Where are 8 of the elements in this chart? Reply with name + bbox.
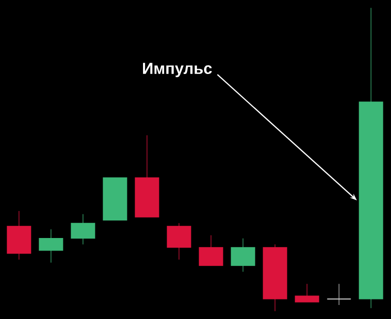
candlestick [38,228,64,263]
candlestick [294,284,320,302]
candlestick [70,214,96,245]
candlestick [230,238,256,272]
candlestick [166,222,192,260]
candlestick [326,284,352,306]
candlestick [198,235,224,266]
annotation: Импульс [143,62,212,78]
